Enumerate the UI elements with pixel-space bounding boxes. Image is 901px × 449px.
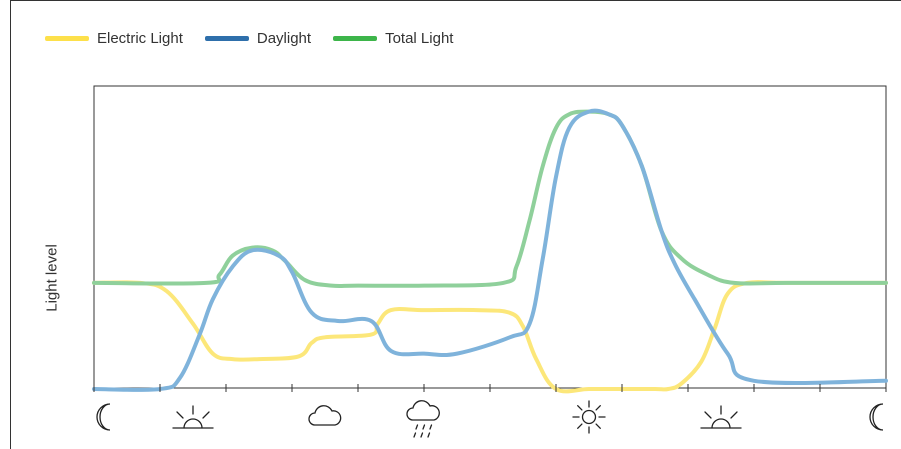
legend-item-total: Total Light (333, 30, 453, 47)
legend-label-electric: Electric Light (97, 29, 183, 47)
series-line-daylight (92, 108, 888, 392)
sunset-icon (700, 405, 742, 429)
x-tick-layer (93, 384, 887, 392)
rain-cloud-icon (406, 400, 440, 438)
x-icon-layer (96, 400, 884, 438)
sunrise-icon (172, 405, 214, 429)
frame-left-border (10, 0, 11, 449)
legend-swatch-daylight (204, 35, 249, 41)
series-line-electric-light (92, 280, 888, 394)
sun-icon (572, 400, 606, 434)
legend-label-daylight: Daylight (256, 29, 312, 47)
legend-item-electric: Electric Light (45, 30, 183, 47)
frame-top-border (10, 0, 901, 1)
series-layer (92, 108, 888, 394)
legend-swatch-electric (45, 35, 89, 41)
legend-swatch-total (333, 35, 378, 41)
legend-item-daylight: Daylight (204, 29, 312, 47)
moon-icon (96, 403, 111, 431)
moon-icon (869, 403, 884, 431)
legend-label-total: Total Light (385, 29, 454, 47)
series-line-total-light (92, 109, 888, 289)
cloud-icon (308, 405, 342, 426)
legend: Electric Light Daylight Total Light (45, 26, 475, 50)
